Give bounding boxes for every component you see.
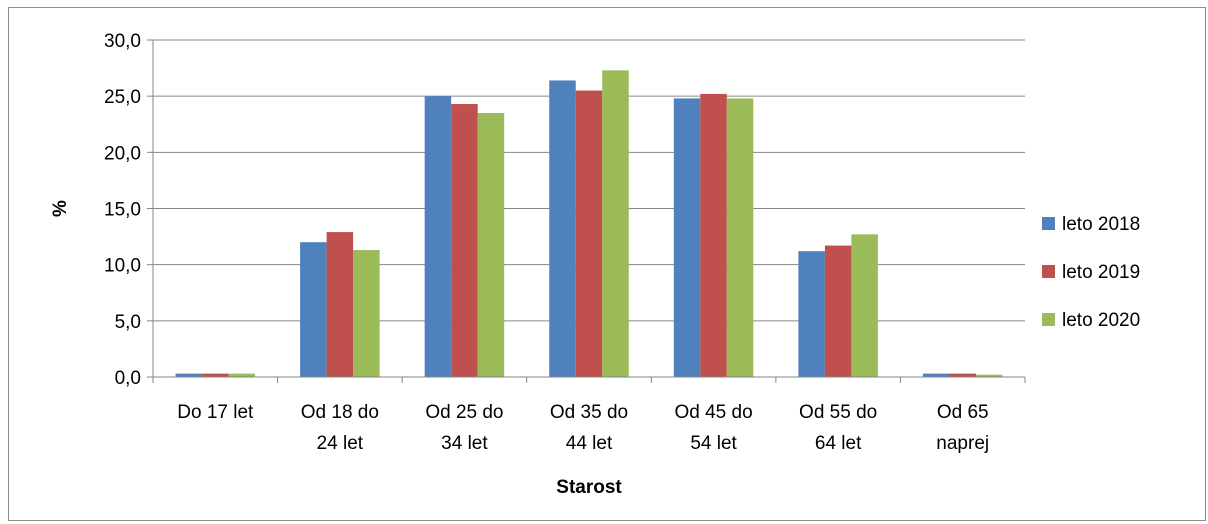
legend-label: leto 2019 xyxy=(1062,262,1140,283)
y-tick-label: 20,0 xyxy=(104,143,141,164)
x-tick-labels: Do 17 let Od 18 do 24 let Od 25 do 34 let Od … xyxy=(177,402,989,454)
bar xyxy=(851,234,878,377)
bar xyxy=(202,373,229,377)
bar xyxy=(673,98,701,377)
legend-swatch xyxy=(1042,217,1055,230)
y-tick-label: 0,0 xyxy=(115,368,141,389)
x-tick-label: Do 17 let xyxy=(177,402,254,423)
bar xyxy=(353,250,380,377)
legend-label: leto 2020 xyxy=(1062,310,1140,331)
x-axis-title: Starost xyxy=(556,477,622,498)
bars xyxy=(175,70,1003,378)
y-tick-label: 5,0 xyxy=(115,312,141,333)
legend: leto 2018 leto 2019 leto 2020 xyxy=(1042,214,1140,331)
bar xyxy=(228,373,256,377)
legend-label: leto 2018 xyxy=(1062,214,1140,235)
bar xyxy=(477,113,505,378)
y-tick-labels: 0,0 5,0 10,0 15,0 20,0 25,0 30,0 xyxy=(104,31,141,389)
bar xyxy=(451,104,478,377)
bar xyxy=(922,373,950,377)
bar xyxy=(326,232,354,377)
y-tick-label: 30,0 xyxy=(104,31,141,52)
bar xyxy=(175,373,203,377)
bar xyxy=(975,374,1003,377)
y-tick-label: 25,0 xyxy=(104,87,141,108)
x-tick-label: Od 18 do 24 let xyxy=(301,402,379,454)
bar xyxy=(726,98,754,377)
bar xyxy=(949,373,976,377)
x-tick-label: Od 25 do 34 let xyxy=(425,402,503,454)
x-tick-label: Od 45 do 54 let xyxy=(674,402,752,454)
x-tick-label: Od 35 do 44 let xyxy=(550,402,628,454)
x-tick-label: Od 55 do 64 let xyxy=(799,402,877,454)
axes xyxy=(147,39,1026,383)
bar xyxy=(300,242,327,377)
x-tick-label: Od 65 naprej xyxy=(936,402,989,454)
y-tick-label: 15,0 xyxy=(104,200,141,221)
bar xyxy=(575,90,603,378)
bar xyxy=(824,245,852,377)
y-tick-label: 10,0 xyxy=(104,256,141,277)
legend-swatch xyxy=(1042,313,1055,326)
bar xyxy=(602,70,629,377)
bar xyxy=(424,96,452,378)
legend-swatch xyxy=(1042,265,1055,278)
bar xyxy=(549,80,576,377)
bar xyxy=(700,93,727,378)
y-axis-title: % xyxy=(50,200,71,217)
bar xyxy=(798,251,825,377)
